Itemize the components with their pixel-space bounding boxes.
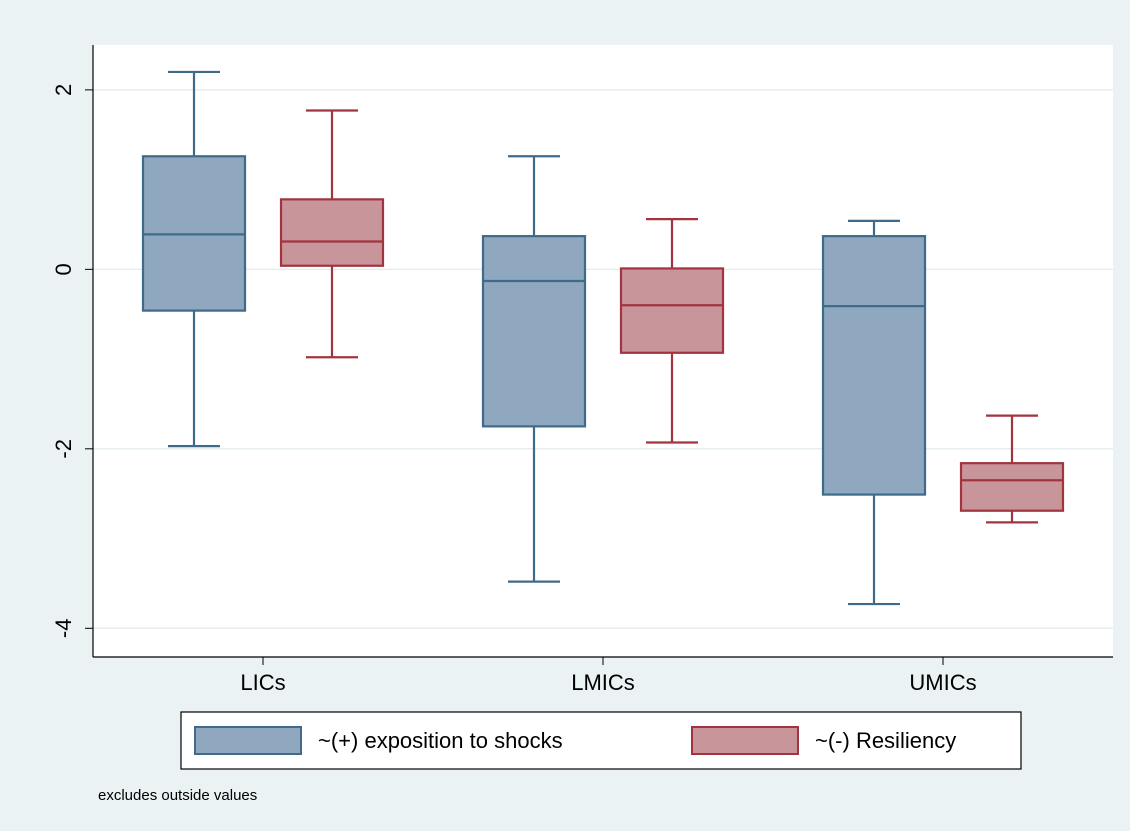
note: excludes outside values xyxy=(98,787,257,804)
legend-label: ~(+) exposition to shocks xyxy=(318,728,563,753)
x-tick-label: LMICs xyxy=(571,670,635,695)
x-tick-label: UMICs xyxy=(909,670,976,695)
legend-swatch xyxy=(194,726,302,755)
box xyxy=(959,462,1065,512)
box xyxy=(481,235,587,428)
y-tick-label: -4 xyxy=(51,619,76,639)
box xyxy=(821,235,927,496)
legend-swatch xyxy=(691,726,799,755)
y-tick-label: -2 xyxy=(51,439,76,459)
box xyxy=(279,198,385,267)
box xyxy=(619,267,725,354)
y-tick-label: 0 xyxy=(51,263,76,275)
legend-label: ~(-) Resiliency xyxy=(815,728,956,753)
x-tick-label: LICs xyxy=(240,670,285,695)
plot-area xyxy=(93,45,1113,657)
y-tick-label: 2 xyxy=(51,84,76,96)
legend xyxy=(180,711,1022,770)
